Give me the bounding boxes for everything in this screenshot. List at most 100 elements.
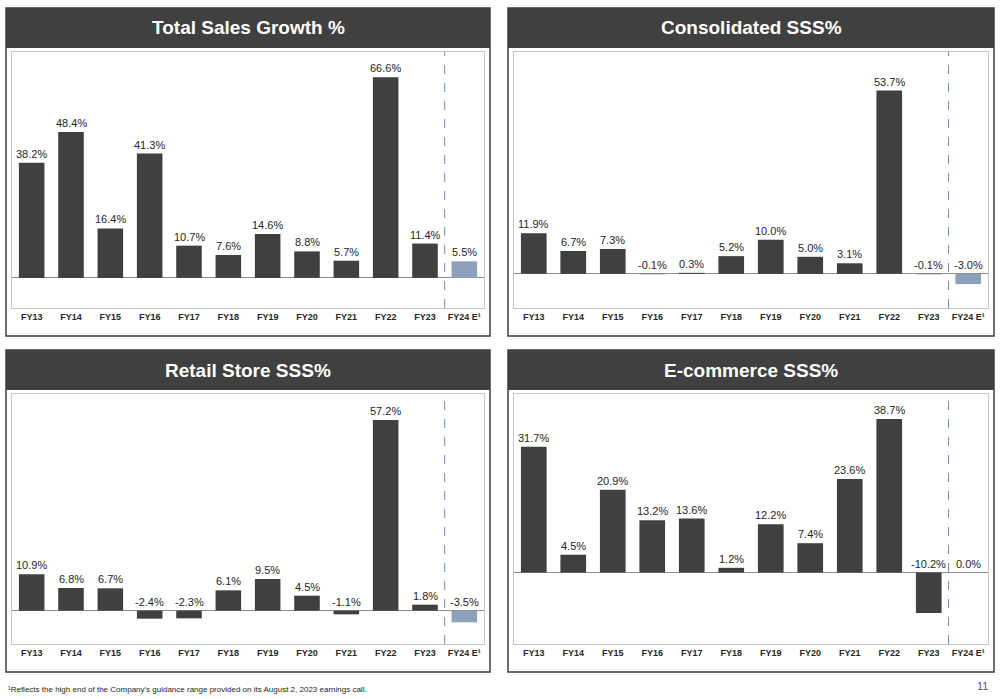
svg-text:5.7%: 5.7% — [334, 246, 359, 258]
svg-text:4.5%: 4.5% — [295, 581, 320, 593]
svg-text:-2.4%: -2.4% — [135, 596, 164, 608]
svg-text:FY16: FY16 — [641, 648, 663, 658]
svg-text:E-commerce SSS%: E-commerce SSS% — [664, 360, 838, 381]
svg-text:FY15: FY15 — [602, 312, 624, 322]
svg-text:66.6%: 66.6% — [370, 62, 401, 74]
svg-text:FY17: FY17 — [178, 648, 200, 658]
svg-text:¹Reflects the high end of the: ¹Reflects the high end of the Company's … — [8, 685, 367, 694]
svg-text:FY24 E¹: FY24 E¹ — [952, 312, 985, 322]
svg-text:4.5%: 4.5% — [561, 540, 586, 552]
svg-text:20.9%: 20.9% — [597, 475, 628, 487]
svg-text:7.4%: 7.4% — [798, 528, 823, 540]
svg-text:FY21: FY21 — [336, 648, 358, 658]
svg-text:Consolidated SSS%: Consolidated SSS% — [661, 17, 842, 38]
svg-text:11.4%: 11.4% — [410, 229, 441, 241]
svg-text:FY15: FY15 — [602, 648, 624, 658]
svg-text:8.8%: 8.8% — [295, 236, 320, 248]
svg-text:FY16: FY16 — [139, 648, 161, 658]
svg-text:FY20: FY20 — [799, 312, 821, 322]
svg-text:3.1%: 3.1% — [837, 248, 862, 260]
svg-text:FY17: FY17 — [178, 312, 200, 322]
svg-text:0.3%: 0.3% — [679, 258, 704, 270]
svg-text:FY21: FY21 — [336, 312, 358, 322]
svg-text:5.0%: 5.0% — [798, 242, 823, 254]
svg-text:FY19: FY19 — [760, 312, 782, 322]
svg-text:FY13: FY13 — [523, 648, 545, 658]
svg-text:Total Sales Growth %: Total Sales Growth % — [152, 17, 345, 38]
svg-text:FY20: FY20 — [799, 648, 821, 658]
svg-text:14.6%: 14.6% — [252, 219, 283, 231]
svg-text:1.8%: 1.8% — [413, 590, 438, 602]
svg-text:-1.1%: -1.1% — [332, 596, 361, 608]
svg-text:13.6%: 13.6% — [676, 504, 707, 516]
svg-text:-10.2%: -10.2% — [911, 558, 946, 570]
svg-text:FY16: FY16 — [139, 312, 161, 322]
svg-text:12.2%: 12.2% — [755, 509, 786, 521]
svg-text:FY22: FY22 — [375, 648, 397, 658]
svg-text:0.0%: 0.0% — [956, 558, 981, 570]
svg-text:6.7%: 6.7% — [98, 573, 123, 585]
svg-text:FY24 E¹: FY24 E¹ — [448, 312, 481, 322]
svg-text:7.6%: 7.6% — [216, 240, 241, 252]
svg-text:FY23: FY23 — [918, 648, 940, 658]
svg-text:FY14: FY14 — [60, 648, 82, 658]
svg-text:23.6%: 23.6% — [834, 464, 865, 476]
svg-text:7.3%: 7.3% — [600, 234, 625, 246]
svg-text:31.7%: 31.7% — [518, 432, 549, 444]
svg-text:FY14: FY14 — [60, 312, 82, 322]
svg-text:FY22: FY22 — [878, 648, 900, 658]
svg-text:16.4%: 16.4% — [95, 213, 126, 225]
svg-text:5.5%: 5.5% — [452, 246, 477, 258]
svg-text:-0.1%: -0.1% — [638, 259, 667, 271]
svg-text:57.2%: 57.2% — [370, 405, 401, 417]
svg-text:6.7%: 6.7% — [561, 236, 586, 248]
svg-text:-2.3%: -2.3% — [175, 596, 204, 608]
svg-text:FY17: FY17 — [681, 648, 703, 658]
svg-text:FY13: FY13 — [21, 648, 43, 658]
svg-text:FY14: FY14 — [562, 312, 584, 322]
svg-text:-3.0%: -3.0% — [954, 259, 983, 271]
svg-text:Retail Store SSS%: Retail Store SSS% — [165, 360, 331, 381]
svg-text:11.9%: 11.9% — [518, 218, 549, 230]
svg-text:FY21: FY21 — [839, 648, 861, 658]
svg-text:FY15: FY15 — [100, 648, 122, 658]
svg-text:1.2%: 1.2% — [719, 553, 744, 565]
svg-text:5.2%: 5.2% — [719, 241, 744, 253]
svg-text:FY14: FY14 — [562, 648, 584, 658]
svg-text:FY15: FY15 — [100, 312, 122, 322]
svg-text:53.7%: 53.7% — [874, 76, 905, 88]
svg-text:9.5%: 9.5% — [255, 564, 280, 576]
svg-text:-0.1%: -0.1% — [914, 259, 943, 271]
svg-text:FY23: FY23 — [918, 312, 940, 322]
svg-text:FY22: FY22 — [375, 312, 397, 322]
svg-text:48.4%: 48.4% — [56, 117, 87, 129]
svg-text:FY22: FY22 — [878, 312, 900, 322]
svg-text:FY18: FY18 — [720, 312, 742, 322]
svg-text:6.8%: 6.8% — [59, 573, 84, 585]
svg-text:FY23: FY23 — [414, 312, 436, 322]
svg-text:6.1%: 6.1% — [216, 575, 241, 587]
svg-text:FY16: FY16 — [641, 312, 663, 322]
svg-text:FY13: FY13 — [21, 312, 43, 322]
svg-text:38.2%: 38.2% — [16, 148, 47, 160]
svg-text:10.9%: 10.9% — [16, 559, 47, 571]
svg-text:38.7%: 38.7% — [874, 404, 905, 416]
svg-text:41.3%: 41.3% — [134, 139, 165, 151]
svg-text:FY17: FY17 — [681, 312, 703, 322]
svg-text:FY21: FY21 — [839, 312, 861, 322]
svg-text:FY18: FY18 — [720, 648, 742, 658]
svg-text:FY19: FY19 — [257, 312, 279, 322]
svg-text:FY19: FY19 — [257, 648, 279, 658]
svg-text:11: 11 — [977, 680, 988, 692]
svg-text:FY23: FY23 — [414, 648, 436, 658]
svg-text:-3.5%: -3.5% — [450, 596, 479, 608]
svg-text:FY24 E¹: FY24 E¹ — [448, 648, 481, 658]
svg-text:FY24 E¹: FY24 E¹ — [952, 648, 985, 658]
svg-text:FY13: FY13 — [523, 312, 545, 322]
svg-text:10.7%: 10.7% — [174, 231, 205, 243]
svg-text:FY18: FY18 — [218, 648, 240, 658]
svg-text:FY18: FY18 — [218, 312, 240, 322]
svg-text:10.0%: 10.0% — [755, 225, 786, 237]
svg-text:FY20: FY20 — [296, 648, 318, 658]
svg-text:FY19: FY19 — [760, 648, 782, 658]
